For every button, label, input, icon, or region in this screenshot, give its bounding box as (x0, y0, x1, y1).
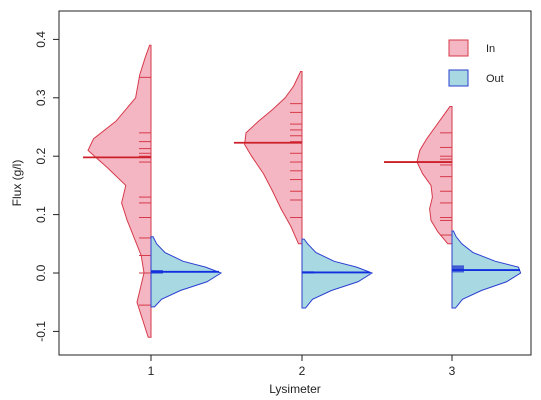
x-axis-title: Lysimeter (269, 382, 321, 396)
y-tick-label: 0.2 (34, 148, 48, 165)
legend-swatch-out (448, 69, 469, 87)
violin-in-1 (87, 44, 152, 338)
y-axis: -0.1 0.0 0.1 0.2 0.3 0.4 (34, 31, 60, 342)
y-tick-label: 0.0 (34, 264, 48, 281)
y-tick-label: -0.1 (34, 321, 48, 342)
legend-label-out: Out (486, 73, 504, 85)
x-tick-label: 2 (299, 364, 306, 378)
violin-in-2 (244, 71, 303, 245)
x-tick-label: 3 (449, 364, 456, 378)
legend-label-in: In (486, 43, 495, 55)
x-axis: 1 2 3 (148, 355, 456, 378)
legend: In Out (448, 39, 504, 87)
violin-in-3 (416, 106, 453, 245)
y-axis-title: Flux (g/l) (10, 160, 24, 207)
y-tick-label: 0.3 (34, 89, 48, 106)
beans-layer (83, 44, 522, 338)
legend-swatch-in (448, 39, 469, 57)
violin-out-2 (301, 238, 374, 309)
x-tick-label: 1 (148, 364, 155, 378)
y-tick-label: 0.4 (34, 31, 48, 48)
y-tick-label: 0.1 (34, 206, 48, 223)
